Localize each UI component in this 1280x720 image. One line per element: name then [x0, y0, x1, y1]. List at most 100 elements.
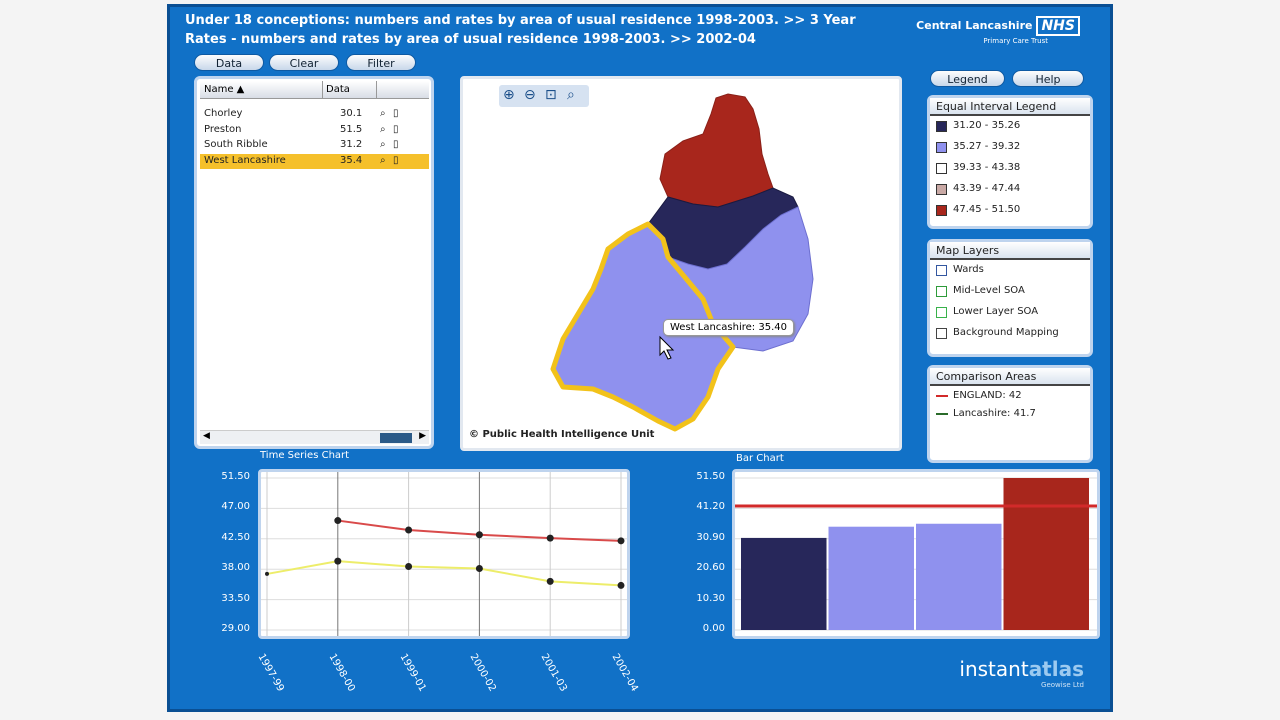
data-point[interactable]: [546, 577, 554, 585]
map-layer-item[interactable]: Background Mapping: [930, 323, 1090, 344]
zoom-to-icon[interactable]: ⌕: [380, 154, 386, 166]
data-point[interactable]: [405, 526, 413, 534]
instantatlas-logo: instantatlas Geowise Ltd: [959, 657, 1084, 689]
table-row[interactable]: Preston 51.5 ⌕ ▯: [200, 123, 429, 138]
page-icon[interactable]: ▯: [393, 154, 399, 166]
legend-swatch: [936, 121, 947, 132]
legend-title: Equal Interval Legend: [930, 98, 1090, 116]
layer-label: Wards: [953, 264, 984, 275]
legend-button[interactable]: Legend: [930, 70, 1005, 87]
data-point[interactable]: [617, 581, 625, 589]
page-icon[interactable]: ▯: [393, 123, 399, 135]
legend-swatch: [936, 142, 947, 153]
row-value: 31.2: [340, 139, 363, 150]
bar[interactable]: [1003, 478, 1090, 630]
map-attribution: © Public Health Intelligence Unit: [469, 429, 655, 440]
layer-label: Mid-Level SOA: [953, 285, 1025, 296]
x-tick-label: 1998-00: [326, 652, 357, 694]
pan-icon[interactable]: ⌕: [567, 87, 575, 103]
legend-item: 39.33 - 43.38: [930, 158, 1090, 179]
legend-label: 47.45 - 51.50: [953, 204, 1021, 215]
x-tick-label: 1997-99: [255, 652, 286, 694]
y-tick-label: 51.50: [696, 471, 725, 482]
zoom-box-icon[interactable]: ⊡: [545, 87, 557, 103]
data-point[interactable]: [334, 557, 342, 565]
scroll-right-icon[interactable]: ▶: [419, 431, 426, 441]
map-layer-item[interactable]: Lower Layer SOA: [930, 302, 1090, 323]
data-point[interactable]: [546, 534, 554, 542]
data-point[interactable]: [475, 531, 483, 539]
zoom-to-icon[interactable]: ⌕: [380, 108, 386, 119]
data-table-panel: Name ▲ Data Chorley 30.1 ⌕ ▯ Preston 51.5 ⌕ ▯ So…: [194, 76, 434, 449]
help-button[interactable]: Help: [1012, 70, 1084, 87]
legend-item: 47.45 - 51.50: [930, 200, 1090, 221]
bar[interactable]: [741, 537, 827, 630]
y-tick-label: 33.50: [221, 592, 250, 604]
data-point[interactable]: [475, 565, 483, 573]
time-chart-box: [258, 469, 630, 639]
map-toolbar: ⊕ ⊖ ⊡ ⌕: [499, 85, 589, 107]
scroll-left-icon[interactable]: ◀: [203, 431, 210, 441]
map-layer-item[interactable]: Wards: [930, 260, 1090, 281]
zoom-out-icon[interactable]: ⊖: [524, 87, 536, 103]
legend-panel: Equal Interval Legend 31.20 - 35.26 35.27…: [927, 95, 1093, 229]
y-tick-label: 20.60: [696, 562, 725, 574]
org-name: Central Lancashire: [916, 19, 1033, 32]
layer-checkbox[interactable]: [936, 328, 947, 339]
layer-label: Lower Layer SOA: [953, 306, 1039, 317]
row-value: 51.5: [340, 123, 363, 135]
scroll-thumb[interactable]: [380, 433, 412, 443]
map-layers-panel: Map Layers Wards Mid-Level SOA Lower Layer…: [927, 239, 1093, 357]
row-name: West Lancashire: [204, 154, 286, 166]
data-point[interactable]: [265, 571, 269, 576]
x-tick-label: 2001-03: [538, 652, 570, 694]
time-series-chart: [261, 472, 627, 636]
bar[interactable]: [828, 526, 915, 630]
layer-label: Background Mapping: [953, 327, 1059, 338]
bar[interactable]: [916, 523, 1002, 630]
clear-button[interactable]: Clear: [269, 54, 339, 71]
org-logo: Central Lancashire NHS Primary Care Trust: [916, 15, 1080, 45]
col-name-header[interactable]: Name ▲: [204, 84, 245, 95]
row-name: Preston: [204, 123, 242, 135]
y-tick-label: 42.50: [221, 531, 250, 543]
data-point[interactable]: [334, 517, 342, 525]
legend-swatch: [936, 205, 947, 216]
page-icon[interactable]: ▯: [393, 108, 399, 119]
legend-label: 39.33 - 43.38: [953, 162, 1021, 173]
series-line: [266, 560, 622, 587]
table-row[interactable]: West Lancashire 35.4 ⌕ ▯: [200, 153, 429, 169]
layer-checkbox[interactable]: [936, 307, 947, 318]
map-region-preston: [659, 93, 774, 208]
filter-button[interactable]: Filter: [346, 54, 416, 71]
comparison-label: ENGLAND: 42: [953, 390, 1022, 401]
legend-item: 43.39 - 47.44: [930, 179, 1090, 200]
atlas-frame: Under 18 conceptions: numbers and rates …: [167, 4, 1113, 712]
data-point[interactable]: [617, 537, 625, 545]
horizontal-scrollbar[interactable]: ◀ ▶: [200, 430, 429, 444]
comparison-title: Comparison Areas: [930, 368, 1090, 386]
zoom-in-icon[interactable]: ⊕: [503, 87, 515, 103]
comparison-item: ENGLAND: 42: [930, 386, 1090, 404]
page-icon[interactable]: ▯: [393, 139, 399, 150]
layer-checkbox[interactable]: [936, 286, 947, 297]
legend-swatch: [936, 163, 947, 174]
x-tick-label: 2000-02: [467, 652, 499, 694]
zoom-to-icon[interactable]: ⌕: [380, 123, 386, 135]
table-row[interactable]: South Ribble 31.2 ⌕ ▯: [200, 138, 429, 153]
page-title-line1: Under 18 conceptions: numbers and rates …: [185, 13, 856, 28]
bar-chart: [735, 477, 1097, 631]
y-tick-label: 10.30: [696, 592, 725, 604]
data-button[interactable]: Data: [194, 54, 264, 71]
layer-checkbox[interactable]: [936, 265, 947, 276]
row-name: South Ribble: [204, 139, 268, 150]
map-layer-item[interactable]: Mid-Level SOA: [930, 281, 1090, 302]
org-subtitle: Primary Care Trust: [983, 36, 1048, 45]
x-tick-label: 2002-04: [609, 652, 640, 694]
row-value: 35.4: [340, 154, 363, 166]
zoom-to-icon[interactable]: ⌕: [380, 139, 386, 150]
col-data-header[interactable]: Data: [322, 81, 350, 99]
data-point[interactable]: [405, 562, 413, 570]
table-row[interactable]: Chorley 30.1 ⌕ ▯: [200, 107, 429, 122]
map-region-west-lancashire: [550, 221, 736, 432]
